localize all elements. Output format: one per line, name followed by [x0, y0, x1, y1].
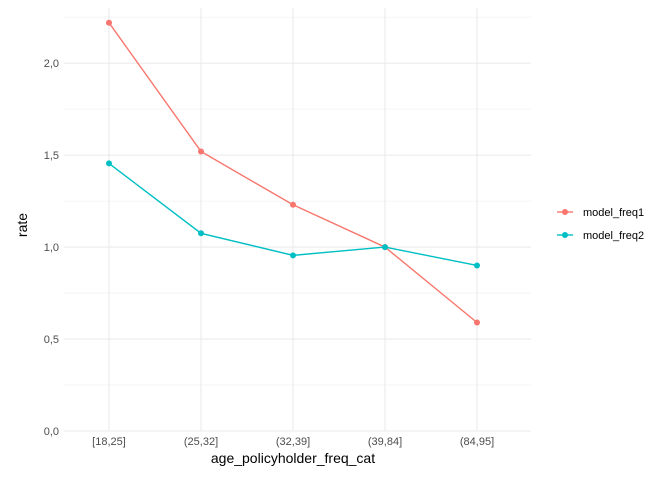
y-tick-label: 1,0	[44, 242, 59, 254]
y-tick-label: 0,5	[44, 334, 59, 346]
data-point-model_freq2	[474, 262, 480, 269]
data-point-model_freq1	[474, 319, 480, 326]
grid-lines	[64, 8, 531, 432]
y-axis-ticks: 0,0 0,5 1,0 1,5 2,0	[44, 58, 59, 438]
legend-label: model_freq2	[583, 230, 644, 242]
legend-key-point	[562, 232, 568, 238]
legend-label: model_freq1	[583, 207, 644, 219]
y-tick-label: 1,5	[44, 150, 59, 162]
series-group	[106, 19, 480, 326]
x-tick-label: (84,95]	[460, 436, 494, 448]
legend: model_freq1 model_freq2	[557, 207, 644, 242]
data-point-model_freq2	[382, 244, 388, 251]
x-tick-label: (25,32]	[184, 436, 218, 448]
data-point-model_freq1	[106, 19, 112, 26]
data-point-model_freq2	[290, 252, 296, 259]
x-tick-label: [18,25]	[92, 436, 126, 448]
data-point-model_freq1	[198, 148, 204, 155]
y-tick-label: 2,0	[44, 58, 59, 70]
x-axis-ticks: [18,25] (25,32] (32,39] (39,84] (84,95]	[92, 436, 494, 448]
y-axis-title: rate	[14, 213, 30, 237]
x-axis-title: age_policyholder_freq_cat	[211, 450, 375, 466]
x-tick-label: (32,39]	[276, 436, 310, 448]
x-tick-label: (39,84]	[368, 436, 402, 448]
legend-key-point	[562, 209, 568, 215]
data-point-model_freq2	[198, 230, 204, 237]
data-point-model_freq2	[106, 160, 112, 167]
data-point-model_freq1	[290, 201, 296, 208]
y-tick-label: 0,0	[44, 426, 59, 438]
